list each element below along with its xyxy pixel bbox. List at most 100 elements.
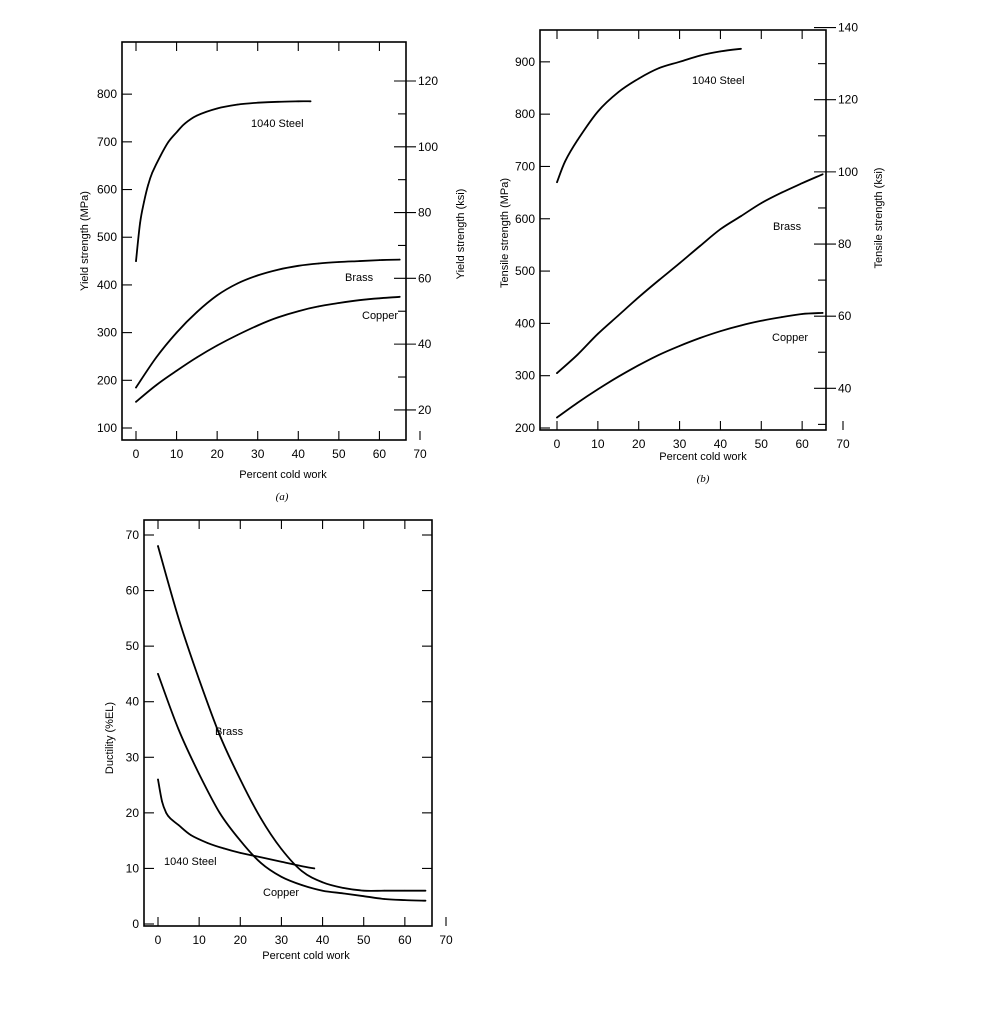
panel-a-x-tick-label: 40 — [292, 447, 306, 461]
panel-c-point-copper — [424, 899, 427, 902]
panel-b-label-copper: Copper — [772, 332, 808, 344]
panel-b-x-tick-label: 20 — [632, 437, 646, 451]
panel-b-point-copper — [637, 364, 640, 367]
panel-c-y-tick-label: 20 — [126, 806, 140, 820]
panel-a-y2-tick-label: 20 — [418, 403, 432, 417]
panel-c-y-tick-label: 50 — [126, 639, 140, 653]
panel-c-y-tick-label: 0 — [132, 917, 139, 931]
panel-a-x-tick-label: 20 — [210, 447, 224, 461]
panel-b-point-copper — [780, 316, 783, 318]
panel-b-y-tick-label: 400 — [515, 316, 535, 330]
panel-b-x-tick-label: 60 — [795, 437, 809, 451]
panel-c-x-tick-label: 20 — [234, 933, 248, 947]
panel-a-point-brass — [216, 294, 218, 297]
panel-a-point-1040-steel — [147, 184, 149, 186]
panel-c-point-1040-steel — [190, 834, 192, 836]
panel-a-y-tick-label: 700 — [97, 135, 117, 149]
panel-a-point-copper — [297, 310, 300, 313]
panel-a-point-1040-steel — [277, 101, 279, 103]
panel-c-point-1040-steel — [313, 867, 316, 870]
panel-a-yield-strength: 0 10 20 30 40 50 60 70 100 200 300 400 500 600 700 800 2… — [79, 41, 467, 503]
panel-c-x-tick-label: 30 — [275, 933, 289, 947]
panel-a-x-tick-label: 60 — [373, 447, 387, 461]
panel-c-point-copper — [198, 773, 200, 775]
panel-b-y2-tick-label: 120 — [838, 93, 858, 107]
panel-c-point-brass — [404, 889, 406, 892]
panel-a-point-copper — [175, 370, 178, 372]
panel-a-point-brass — [317, 262, 320, 265]
panel-c-point-1040-steel — [165, 812, 167, 814]
panel-c-point-1040-steel — [223, 847, 225, 850]
panel-a-point-1040-steel — [143, 200, 145, 203]
panel-b-x-tick-label: 50 — [755, 437, 769, 451]
panel-a-curve-brass — [135, 258, 401, 389]
panel-b-point-copper — [719, 330, 722, 333]
panel-a-y2-axis-title: Yield strength (ksi) — [455, 189, 467, 280]
panel-c-point-1040-steel — [169, 817, 172, 820]
panel-c-point-copper — [157, 673, 159, 675]
panel-a-point-1040-steel — [159, 155, 162, 157]
panel-b-point-brass — [617, 314, 620, 317]
panel-a-y-axis-title: Yield strength (MPa) — [79, 191, 91, 291]
panel-a-curve-1040-steel — [135, 100, 312, 262]
panel-a-point-copper — [196, 356, 198, 359]
panel-c-point-copper — [362, 895, 365, 897]
panel-c-point-1040-steel — [260, 856, 262, 859]
panel-b-point-brass — [780, 191, 783, 194]
panel-a-point-copper — [256, 324, 259, 327]
panel-a-point-brass — [277, 268, 279, 271]
panel-b-y-tick-label: 700 — [515, 159, 535, 173]
panel-a-x-tick-label: 50 — [332, 447, 346, 461]
panel-c-point-1040-steel — [280, 861, 283, 863]
panel-c-point-1040-steel — [239, 852, 242, 854]
panel-b-point-copper — [597, 388, 599, 391]
panel-b-x-tick-label: 30 — [673, 437, 687, 451]
panel-c-point-brass — [301, 870, 303, 872]
panel-a-plot-frame — [121, 41, 407, 441]
panel-c-point-copper — [239, 839, 242, 842]
panel-b-y-tick-label: 800 — [515, 107, 535, 121]
panel-b-point-copper — [556, 416, 558, 419]
panel-a-point-1040-steel — [139, 222, 141, 224]
panel-b-x-tick-label: 40 — [714, 437, 728, 451]
panel-c-label-brass: Brass — [215, 726, 244, 738]
panel-b-y-tick-label: 600 — [515, 212, 535, 226]
panel-b-point-1040-steel — [678, 61, 681, 63]
panel-b-point-brass — [678, 262, 681, 265]
panel-a-point-1040-steel — [151, 172, 153, 174]
panel-a-y2-tick-label: 40 — [418, 337, 432, 351]
panel-b-point-1040-steel — [576, 139, 579, 142]
panel-a-point-brass — [196, 311, 198, 313]
panel-b-y2-tick-label: 100 — [838, 165, 858, 179]
panel-a-point-1040-steel — [175, 131, 178, 134]
panel-c-point-1040-steel — [301, 865, 303, 867]
panel-c-point-copper — [321, 889, 324, 892]
panel-c-point-copper — [404, 899, 406, 901]
panel-b-point-1040-steel — [556, 181, 558, 183]
panel-b-caption: (b) — [697, 473, 710, 485]
panel-b-point-copper — [740, 324, 742, 327]
panel-a-point-copper — [378, 297, 381, 300]
panel-c-point-brass — [362, 889, 365, 892]
panel-b-point-brass — [699, 245, 701, 247]
panel-c-point-brass — [198, 678, 200, 681]
panel-a-point-copper — [236, 334, 239, 336]
panel-a-y-tick-label: 600 — [97, 183, 117, 197]
panel-b-label-brass: Brass — [773, 221, 802, 233]
panel-a-point-brass — [236, 282, 239, 285]
panel-b-x-tick-label: 0 — [554, 437, 561, 451]
panel-a-point-brass — [256, 274, 259, 277]
panel-b-point-copper — [658, 354, 660, 356]
panel-b-y-tick-label: 500 — [515, 264, 535, 278]
panel-a-y2-tick-label: 80 — [418, 206, 432, 220]
panel-c-x-tick-label: 40 — [316, 933, 330, 947]
panel-b-point-1040-steel — [740, 48, 742, 50]
panel-c-point-brass — [157, 545, 159, 547]
panel-a-curve-copper — [135, 295, 401, 403]
panel-a-x-tick-label: 30 — [251, 447, 265, 461]
panel-c-point-copper — [301, 884, 303, 886]
panel-a-point-copper — [216, 344, 218, 347]
panel-b-y-tick-label: 900 — [515, 55, 535, 69]
panel-b-point-brass — [719, 228, 722, 230]
